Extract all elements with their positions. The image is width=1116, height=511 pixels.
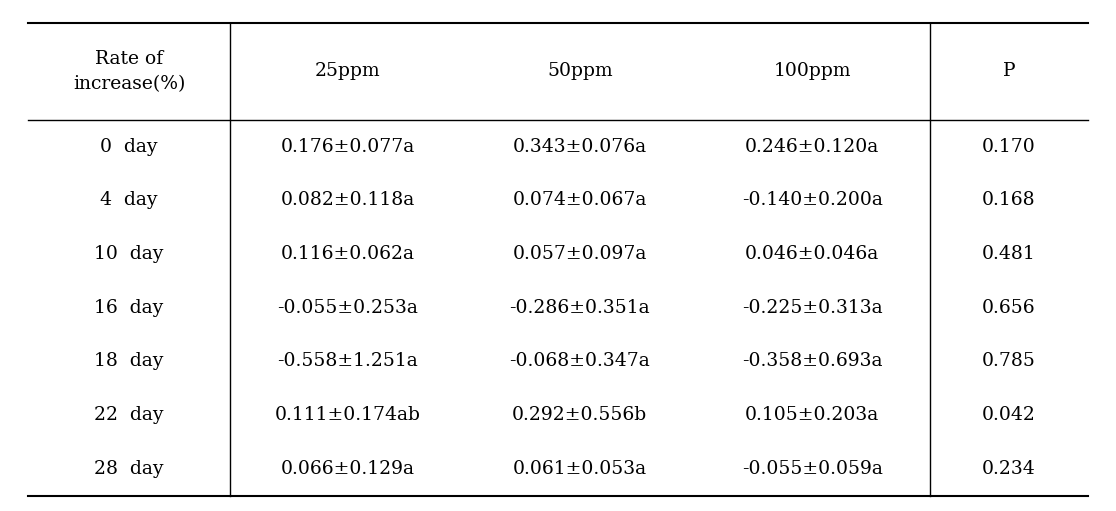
Text: P: P	[1002, 62, 1016, 80]
Text: 0.246±0.120a: 0.246±0.120a	[745, 138, 879, 156]
Text: 28  day: 28 day	[94, 460, 164, 478]
Text: -0.286±0.351a: -0.286±0.351a	[510, 299, 651, 317]
Text: 0.292±0.556b: 0.292±0.556b	[512, 406, 647, 424]
Text: 0.481: 0.481	[982, 245, 1036, 263]
Text: 25ppm: 25ppm	[315, 62, 381, 80]
Text: -0.055±0.059a: -0.055±0.059a	[742, 460, 883, 478]
Text: -0.068±0.347a: -0.068±0.347a	[510, 353, 651, 370]
Text: 0.082±0.118a: 0.082±0.118a	[280, 192, 415, 210]
Text: Rate of
increase(%): Rate of increase(%)	[73, 50, 185, 93]
Text: 0.785: 0.785	[982, 353, 1036, 370]
Text: 100ppm: 100ppm	[773, 62, 850, 80]
Text: 0.042: 0.042	[982, 406, 1036, 424]
Text: 16  day: 16 day	[95, 299, 164, 317]
Text: 0.111±0.174ab: 0.111±0.174ab	[275, 406, 421, 424]
Text: 0.234: 0.234	[982, 460, 1036, 478]
Text: 0.066±0.129a: 0.066±0.129a	[280, 460, 415, 478]
Text: 0.046±0.046a: 0.046±0.046a	[745, 245, 879, 263]
Text: -0.225±0.313a: -0.225±0.313a	[742, 299, 883, 317]
Text: -0.358±0.693a: -0.358±0.693a	[742, 353, 883, 370]
Text: 0.168: 0.168	[982, 192, 1036, 210]
Text: 0  day: 0 day	[100, 138, 157, 156]
Text: 0.105±0.203a: 0.105±0.203a	[745, 406, 879, 424]
Text: 10  day: 10 day	[95, 245, 164, 263]
Text: 50ppm: 50ppm	[547, 62, 613, 80]
Text: 18  day: 18 day	[95, 353, 164, 370]
Text: 0.343±0.076a: 0.343±0.076a	[512, 138, 647, 156]
Text: 0.057±0.097a: 0.057±0.097a	[512, 245, 647, 263]
Text: 0.176±0.077a: 0.176±0.077a	[280, 138, 415, 156]
Text: 0.061±0.053a: 0.061±0.053a	[512, 460, 647, 478]
Text: 0.170: 0.170	[982, 138, 1036, 156]
Text: -0.140±0.200a: -0.140±0.200a	[742, 192, 883, 210]
Text: 0.074±0.067a: 0.074±0.067a	[512, 192, 647, 210]
Text: -0.558±1.251a: -0.558±1.251a	[277, 353, 418, 370]
Text: 4  day: 4 day	[100, 192, 157, 210]
Text: 22  day: 22 day	[94, 406, 164, 424]
Text: 0.116±0.062a: 0.116±0.062a	[280, 245, 415, 263]
Text: -0.055±0.253a: -0.055±0.253a	[277, 299, 418, 317]
Text: 0.656: 0.656	[982, 299, 1036, 317]
